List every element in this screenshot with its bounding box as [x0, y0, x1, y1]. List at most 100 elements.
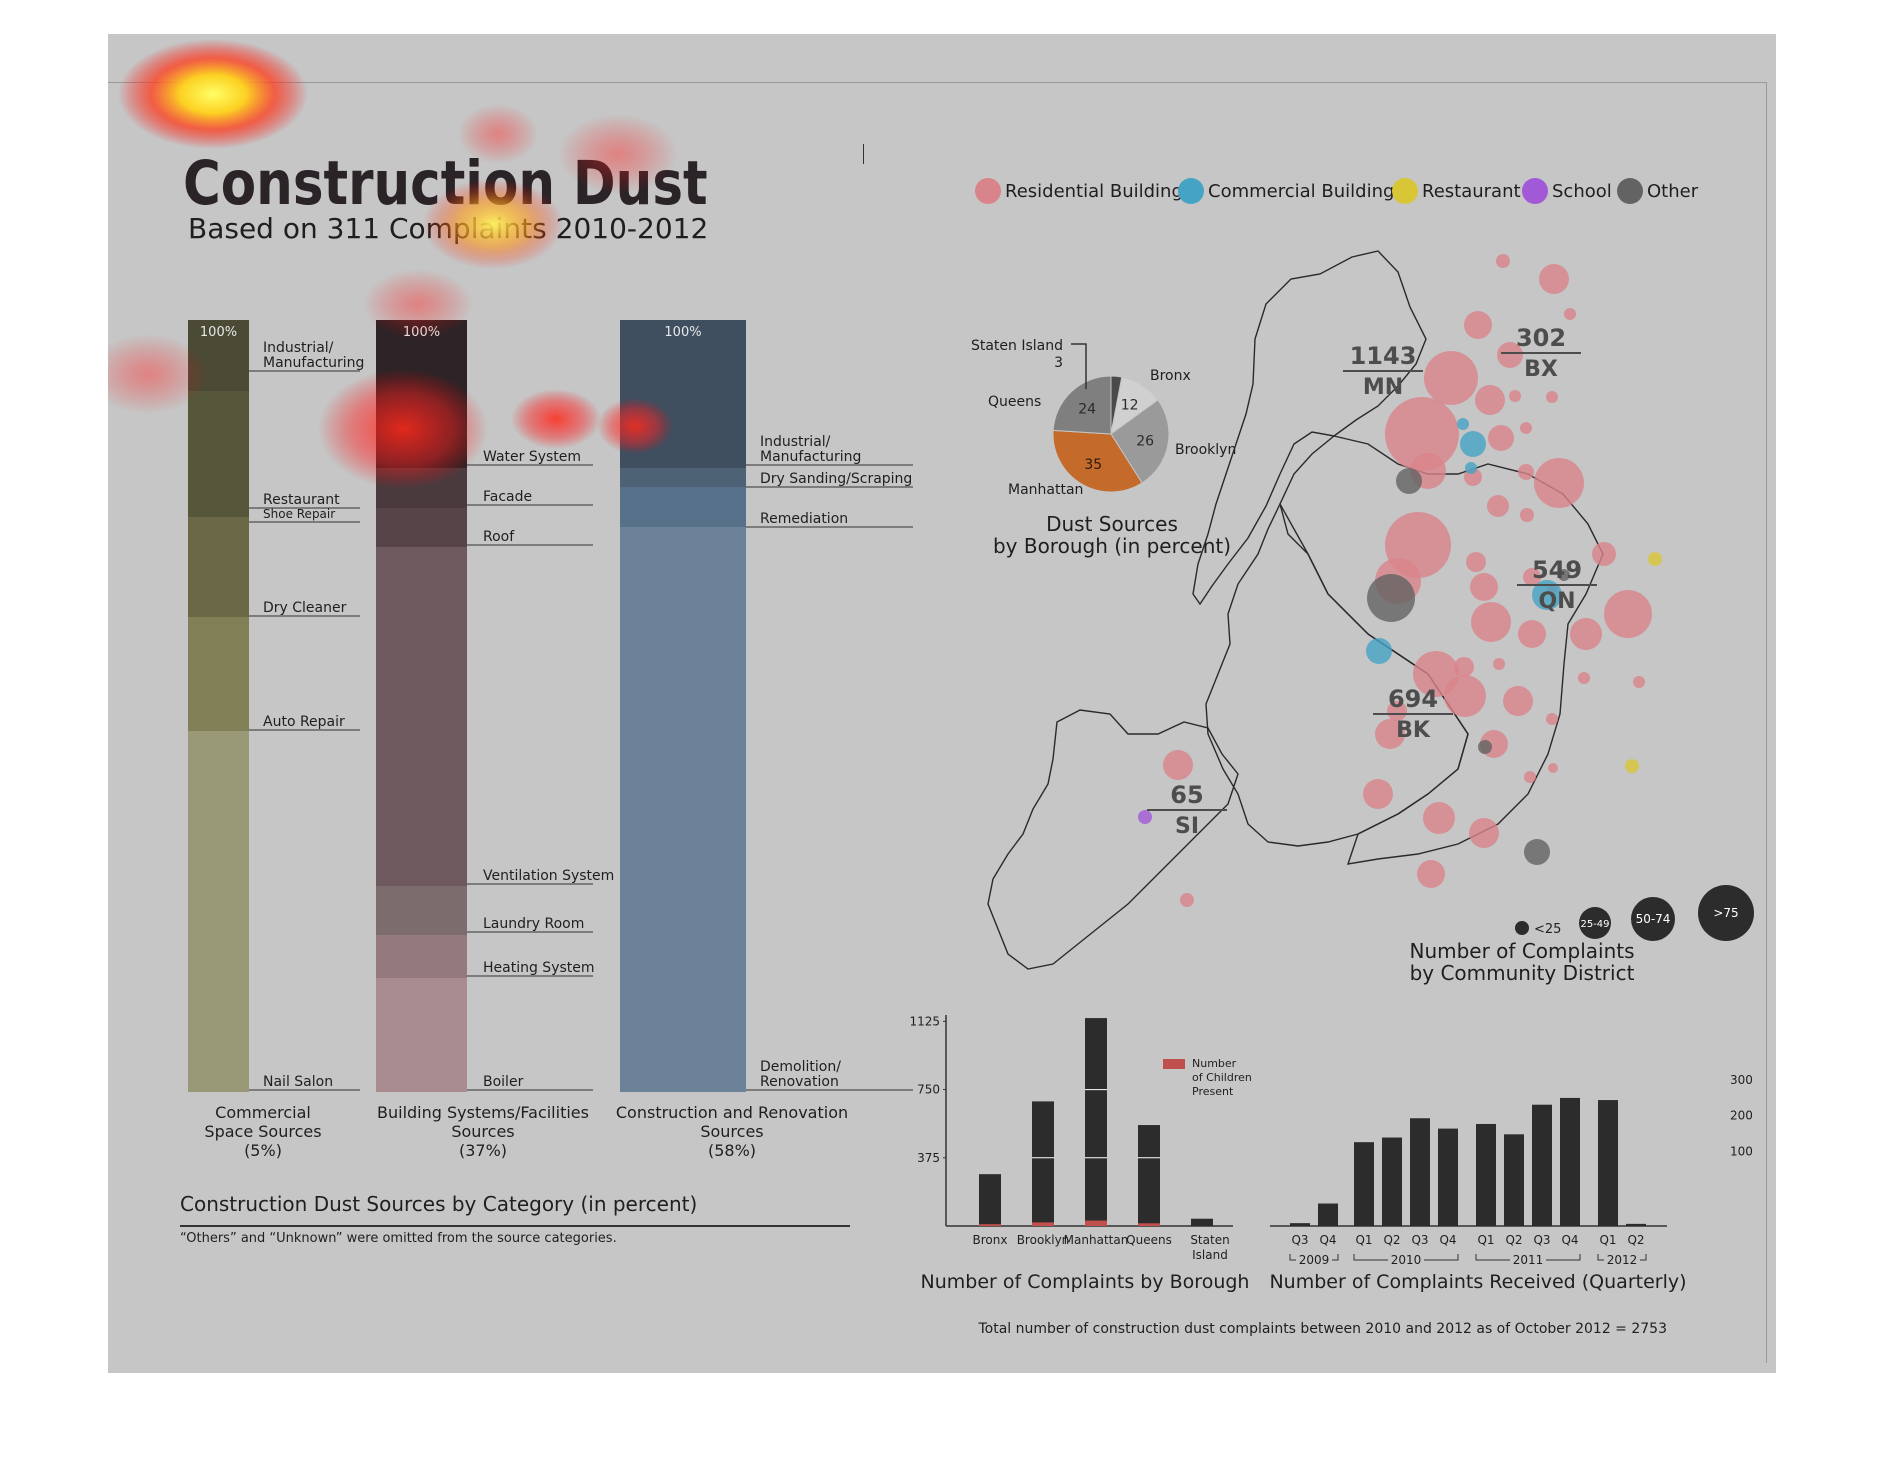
pie-label-si: Staten Island [971, 338, 1063, 354]
quarter-bar [1626, 1223, 1646, 1226]
complaint-dot [1457, 418, 1469, 430]
complaint-dot [1518, 620, 1546, 648]
district-borough: BX [1524, 357, 1558, 382]
complaint-dot [1496, 254, 1510, 268]
category-segment [620, 487, 746, 527]
category-segment [188, 502, 249, 517]
complaint-dot [1524, 839, 1550, 865]
infographic-frame: Construction Dust Based on 311 Complaint… [108, 34, 1776, 1373]
quarter-bar [1410, 1118, 1430, 1226]
borough-x-label: Staten [1190, 1233, 1229, 1247]
category-segment [376, 886, 467, 935]
size-legend-label: >75 [1713, 906, 1738, 920]
complaint-dot [1625, 759, 1639, 773]
year-label-bg [1604, 1253, 1640, 1267]
complaint-dot [1375, 719, 1405, 749]
pie-value-label: 26 [1136, 434, 1154, 450]
complaint-dot [1478, 740, 1492, 754]
year-label: 2012 [1607, 1253, 1638, 1267]
complaint-dot [1385, 397, 1459, 471]
quarterly-bar-chart: 300 200 100 Q3 Q4 Q1 Q2 Q3 Q4 Q1 Q2 Q3 Q4 Q1 Q2 2009 201… [1269, 1073, 1752, 1293]
complaint-dot [1604, 590, 1652, 638]
category-segment [188, 731, 249, 1092]
borough-y-tick: 1125 [909, 1014, 940, 1028]
complaint-dot [1520, 508, 1534, 522]
quarter-y-tick: 200 [1730, 1109, 1753, 1123]
category-chart-note: “Others” and “Unknown” were omitted from… [180, 1231, 617, 1246]
year-label-bg [1388, 1253, 1424, 1267]
complaint-dot [1466, 552, 1486, 572]
quarter-bar [1318, 1203, 1338, 1226]
heat-blob [318, 369, 488, 489]
complaint-dot [1471, 602, 1511, 642]
quarter-x-label: Q1 [1477, 1233, 1494, 1247]
quarter-x-label: Q2 [1505, 1233, 1522, 1247]
district-count: 302 [1516, 324, 1566, 352]
map-title: Number of Complaints [1409, 939, 1634, 963]
category-column: Industrial/Manufacturing Dry Sanding/Scra… [616, 320, 913, 1160]
quarter-y-tick: 300 [1730, 1073, 1753, 1087]
children-legend-swatch [1163, 1059, 1185, 1069]
size-legend-dot [1579, 907, 1611, 939]
total-complaints-note: Total number of construction dust compla… [977, 1321, 1667, 1337]
segment-label: Auto Repair [263, 714, 345, 730]
complaint-dot [1578, 672, 1590, 684]
category-segment [620, 468, 746, 487]
complaint-dot [1180, 893, 1194, 907]
children-legend-label: of Children [1192, 1071, 1252, 1084]
borough-bar [979, 1174, 1001, 1226]
heat-blob [363, 269, 473, 339]
quarter-x-label: Q3 [1291, 1233, 1308, 1247]
borough-bar-children [1032, 1222, 1054, 1226]
complaint-dot [1465, 462, 1477, 474]
heatmap-overlay [108, 39, 678, 489]
complaint-dot [1444, 675, 1486, 717]
heat-blob [597, 398, 673, 454]
segment-label: Heating System [483, 960, 595, 976]
year-label-bg [1510, 1253, 1546, 1267]
district-count: 1143 [1350, 342, 1417, 370]
quarter-y-tick: 100 [1730, 1144, 1753, 1158]
column-caption: (58%) [708, 1141, 756, 1160]
category-segment [376, 935, 467, 978]
pie-slice [1110, 399, 1170, 484]
segment-label: Manufacturing [263, 355, 364, 371]
complaint-dot [1524, 771, 1536, 783]
legend-label: Commercial Building [1208, 181, 1394, 202]
complaint-dot [1497, 342, 1523, 368]
segment-label: Dry Cleaner [263, 600, 347, 616]
year-label: 2009 [1299, 1253, 1330, 1267]
category-segment [620, 527, 746, 1092]
legend-swatch [1522, 178, 1548, 204]
quarter-bar [1532, 1104, 1552, 1226]
complaint-dot [1523, 568, 1541, 586]
infographic-canvas: Construction Dust Based on 311 Complaint… [108, 39, 1754, 1337]
column-caption: Commercial [215, 1103, 311, 1122]
legend-swatch [1178, 178, 1204, 204]
borough-bar [1085, 1018, 1107, 1226]
segment-label: Nail Salon [263, 1074, 333, 1090]
nyc-complaints-map: 1143 MN 302 BX 549 QN 694 BK 65 SI <25 25-49 50-74 >7… [987, 250, 1754, 985]
column-caption: Construction and Renovation [616, 1103, 848, 1122]
column-caption: Building Systems/Facilities [377, 1103, 589, 1122]
size-legend-label: 25-49 [1580, 919, 1609, 930]
complaint-dot [1558, 569, 1570, 581]
quarter-bar [1560, 1097, 1580, 1226]
pie-label-brooklyn: Brooklyn [1175, 442, 1236, 458]
district-count: 65 [1170, 781, 1203, 809]
year-label-bg [1296, 1253, 1332, 1267]
legend-swatch [975, 178, 1001, 204]
heat-blob [108, 334, 208, 414]
children-legend-label: Present [1192, 1085, 1234, 1098]
district-borough: SI [1175, 814, 1199, 839]
segment-label: Dry Sanding/Scraping [760, 471, 912, 487]
complaint-dot [1648, 552, 1662, 566]
complaint-dot [1138, 810, 1152, 824]
category-chart-title: Construction Dust Sources by Category (i… [180, 1192, 697, 1216]
quarter-x-label: Q4 [1319, 1233, 1336, 1247]
complaint-dot [1534, 458, 1584, 508]
legend-swatch [1392, 178, 1418, 204]
borough-x-label: Manhattan [1064, 1233, 1129, 1247]
complaint-dot [1509, 390, 1521, 402]
